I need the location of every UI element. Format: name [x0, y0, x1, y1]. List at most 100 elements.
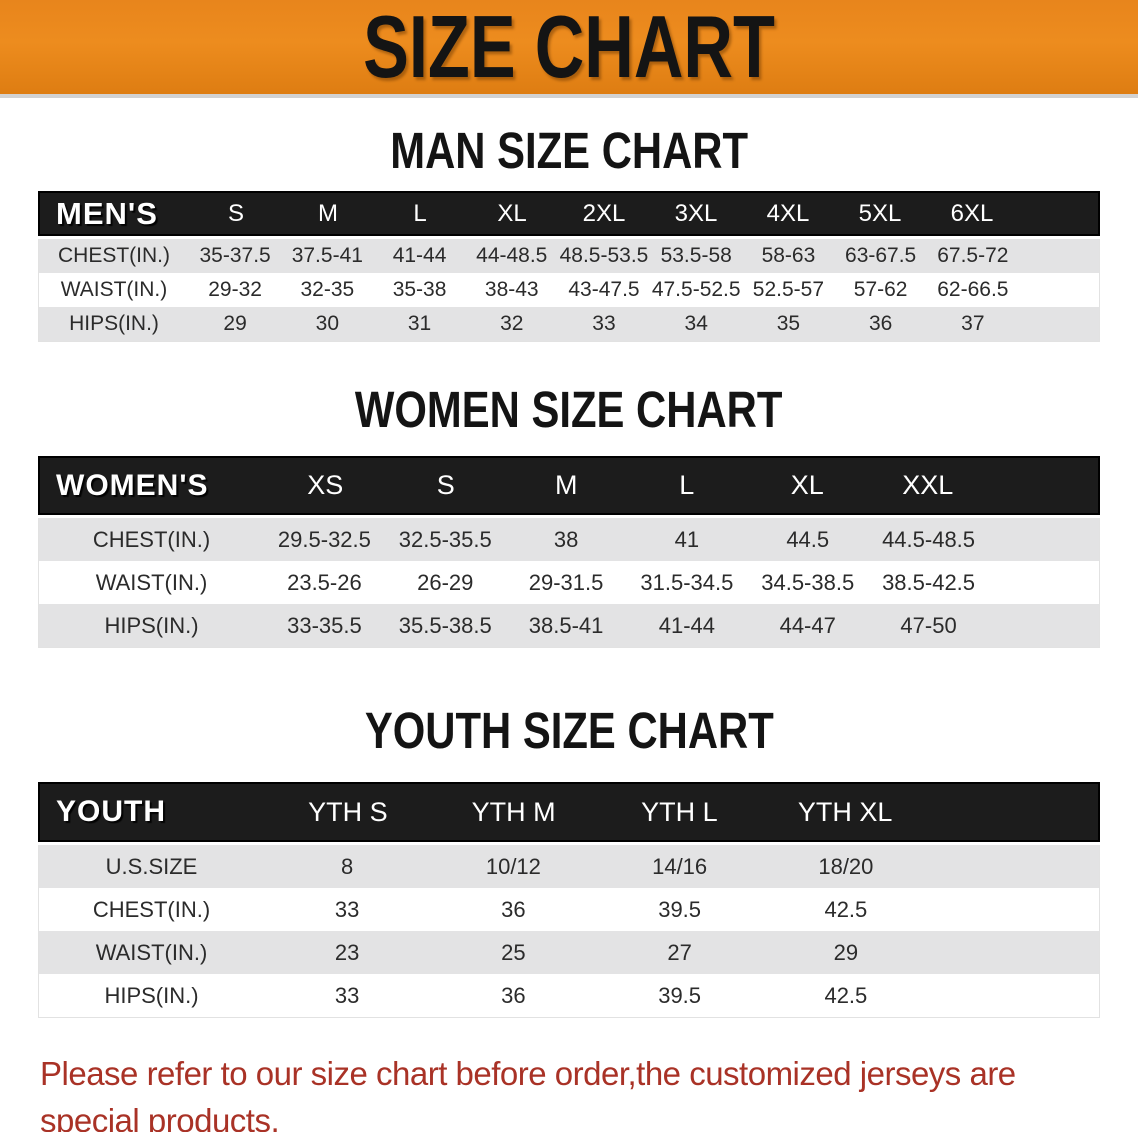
row-label: WAIST(IN.)	[95, 939, 208, 965]
table-cell: 42.5	[824, 896, 868, 922]
table-cell: 35.5-38.5	[398, 612, 492, 638]
table-cell: 53.5-58	[660, 244, 732, 267]
column-header: 2XL	[582, 199, 626, 227]
table-cell: 18/20	[818, 853, 874, 879]
table-cell: 58-63	[761, 244, 816, 267]
table-cell: 44-47	[779, 612, 836, 638]
column-header: 6XL	[950, 199, 994, 227]
column-header: 5XL	[858, 199, 902, 227]
table-row: HIPS(IN.) 29 30 31 32 33 34 35 36 37	[39, 307, 1099, 341]
table-cell: 33	[592, 312, 616, 335]
table-corner-label: YOUTH	[56, 795, 166, 828]
table-cell: 38-43	[484, 278, 539, 301]
table-cell: 42.5	[824, 982, 868, 1008]
youth-section-heading-text: YOUTH SIZE CHART	[364, 702, 774, 759]
table-cell: 41	[674, 526, 700, 552]
column-header: XXL	[902, 470, 954, 500]
table-cell: 23.5-26	[287, 569, 362, 595]
table-cell: 32-35	[300, 278, 355, 301]
disclaimer-line-1: Please refer to our size chart before or…	[40, 1055, 1016, 1132]
table-cell: 23	[334, 939, 360, 965]
men-section-heading: MAN SIZE CHART	[0, 125, 1138, 176]
table-cell: 47-50	[900, 612, 957, 638]
table-cell: 29	[223, 312, 247, 335]
table-cell: 41-44	[392, 244, 447, 267]
row-label: WAIST(IN.)	[60, 278, 168, 301]
table-cell: 29-31.5	[528, 569, 604, 595]
table-row: U.S.SIZE 8 10/12 14/16 18/20	[39, 845, 1099, 888]
table-cell: 25	[501, 939, 526, 965]
column-header: M	[318, 199, 338, 227]
table-cell: 8	[341, 853, 354, 879]
table-cell: 48.5-53.5	[559, 244, 649, 267]
table-row: WAIST(IN.) 23 25 27 29	[39, 931, 1099, 974]
table-cell: 38.5-41	[528, 612, 604, 638]
table-cell: 33-35.5	[287, 612, 362, 638]
table-cell: 41-44	[658, 612, 716, 638]
table-row: CHEST(IN.) 33 36 39.5 42.5	[39, 888, 1099, 931]
row-label: CHEST(IN.)	[92, 896, 211, 922]
table-row: CHEST(IN.) 29.5-32.5 32.5-35.5 38 41 44.5 44.5…	[39, 518, 1099, 561]
table-cell: 30	[315, 312, 339, 335]
table-cell: 35	[776, 312, 801, 335]
table-cell: 47.5-52.5	[651, 278, 741, 301]
table-header-row: MEN'S S M L XL 2XL 3XL 4XL 5XL 6XL	[38, 191, 1100, 236]
table-cell: 35-37.5	[199, 244, 271, 267]
women-section-heading-text: WOMEN SIZE CHART	[355, 381, 783, 438]
table-cell: 44.5	[786, 526, 830, 552]
table-cell: 67.5-72	[937, 244, 1009, 267]
table-cell: 33	[334, 982, 360, 1008]
table-cell: 32	[500, 312, 524, 335]
column-header: 3XL	[674, 199, 718, 227]
table-cell: 44.5-48.5	[882, 526, 976, 552]
youth-section-heading: YOUTH SIZE CHART	[0, 705, 1138, 756]
table-row: WAIST(IN.) 29-32 32-35 35-38 38-43 43-47.5 47.…	[39, 273, 1099, 307]
table-cell: 29	[833, 939, 859, 965]
column-header: S	[227, 199, 244, 227]
table-cell: 34	[684, 312, 708, 335]
table-cell: 29-32	[208, 278, 262, 301]
table-cell: 10/12	[485, 853, 541, 879]
table-body: CHEST(IN.) 35-37.5 37.5-41 41-44 44-48.5 48.5…	[38, 239, 1100, 342]
table-cell: 44-48.5	[476, 244, 548, 267]
table-body: CHEST(IN.) 29.5-32.5 32.5-35.5 38 41 44.5 44.5…	[38, 518, 1100, 648]
table-corner-label: WOMEN'S	[56, 468, 209, 502]
table-cell: 31.5-34.5	[640, 569, 734, 595]
table-cell: 52.5-57	[752, 278, 825, 301]
table-header-row: WOMEN'S XS S M L XL XXL	[38, 456, 1100, 515]
column-header: XS	[307, 470, 344, 500]
column-header: YTH S	[308, 796, 388, 827]
table-cell: 38.5-42.5	[882, 569, 976, 595]
table-cell: 33	[334, 896, 360, 922]
table-cell: 29.5-32.5	[277, 526, 371, 552]
row-label: HIPS(IN.)	[104, 982, 199, 1008]
table-cell: 39.5	[658, 896, 702, 922]
row-label: HIPS(IN.)	[69, 312, 159, 335]
column-header: M	[555, 470, 578, 500]
table-row: WAIST(IN.) 23.5-26 26-29 29-31.5 31.5-34.5 34…	[39, 561, 1099, 604]
column-header: 4XL	[766, 199, 810, 227]
table-cell: 27	[667, 939, 692, 965]
table-cell: 37.5-41	[291, 244, 363, 267]
column-header: XL	[790, 470, 824, 500]
table-cell: 34.5-38.5	[761, 569, 855, 595]
column-header: L	[679, 470, 695, 500]
table-row: CHEST(IN.) 35-37.5 37.5-41 41-44 44-48.5 48.5…	[39, 239, 1099, 273]
table-cell: 35-38	[392, 278, 447, 301]
table-row: HIPS(IN.) 33 36 39.5 42.5	[39, 974, 1099, 1017]
table-cell: 57-62	[853, 278, 908, 301]
table-corner-label: MEN'S	[56, 195, 158, 231]
column-header: XL	[497, 199, 527, 227]
table-cell: 36	[868, 312, 893, 335]
table-cell: 26-29	[417, 569, 474, 595]
women-section-heading: WOMEN SIZE CHART	[0, 384, 1138, 435]
table-body: U.S.SIZE 8 10/12 14/16 18/20 CHEST(IN.) 33 36 39…	[38, 845, 1100, 1018]
column-header: S	[436, 470, 455, 500]
men-section-heading-text: MAN SIZE CHART	[390, 122, 748, 179]
column-header: YTH XL	[797, 796, 893, 827]
row-label: U.S.SIZE	[105, 853, 198, 879]
table-cell: 14/16	[652, 853, 708, 879]
banner: SIZE CHART	[0, 0, 1138, 98]
disclaimer-note: Please refer to our size chart before or…	[40, 1050, 1108, 1132]
